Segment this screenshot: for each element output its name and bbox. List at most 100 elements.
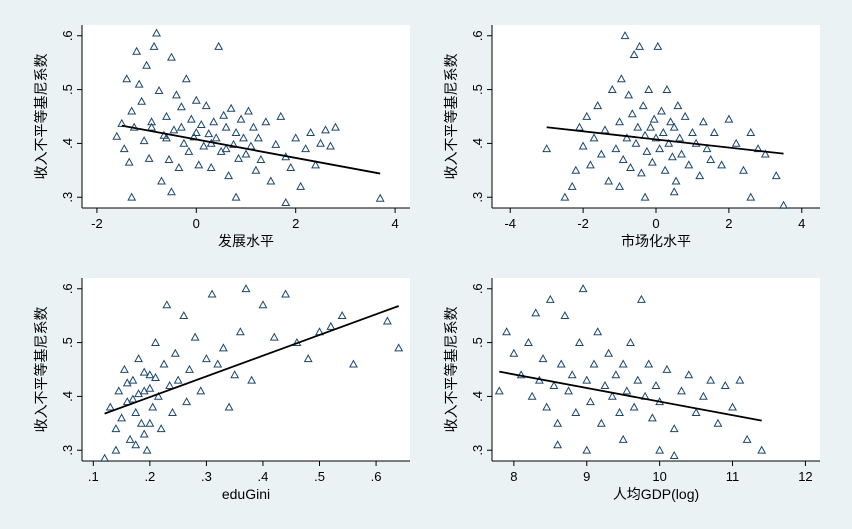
scatter-point [139,429,149,438]
scatter-point [653,41,663,50]
scatter-point [151,372,160,381]
scatter-point [578,141,588,150]
scatter-point [596,418,606,427]
scatter-point [201,101,211,110]
scatter-point [757,445,767,454]
x-tick-label: -2 [577,216,589,231]
scatter-point [234,153,243,162]
y-tick-label: .3 [470,445,485,456]
scatter-point [673,101,683,110]
plot-area [492,25,820,208]
scatter-point [616,74,626,83]
scatter-point [214,41,224,50]
scatter-point [698,391,708,400]
scatter-point [771,171,781,180]
scatter-point [145,383,155,392]
scatter-point [124,157,134,166]
scatter-point [235,327,245,336]
scatter-point [556,359,566,368]
y-axis-title: 收入不平等基尼系数 [443,54,459,180]
scatter-point [604,176,614,185]
scatter-point [122,74,132,83]
scatter-point [231,192,241,201]
scatter-point [147,117,157,126]
y-tick-label: .5 [60,337,75,348]
scatter-point [571,165,581,174]
scatter-point [618,154,628,163]
scatter-point [128,375,138,384]
scatter-point [624,90,634,99]
scatter-point [640,192,650,201]
scatter-point [647,413,657,422]
scatter-point [382,316,392,325]
scatter-point [660,165,670,174]
y-tick-label: .3 [60,445,75,456]
scatter-point [196,386,206,395]
scatter-point [142,445,152,454]
scatter-point [286,163,296,172]
scatter-point [582,375,592,384]
scatter-point [281,197,291,206]
y-tick-label: .4 [470,391,485,402]
scatter-point [269,332,279,341]
scatter-point [134,389,144,398]
chart-panel-gdp: .3 .4 .5 .6 8 9 10 11 12 人均GDP(log) 收入不平等基尼系数 [443,278,820,502]
scatter-point [119,364,129,373]
scatter-point [553,418,563,427]
x-tick-label: 2 [292,216,299,231]
scatter-point [112,131,122,140]
scatter-point [226,103,236,112]
scatter-point [742,434,752,443]
scatter-point [615,407,625,416]
scatter-point [241,149,251,158]
scatter-point [394,343,404,352]
scatter-point [316,138,325,147]
scatter-point [593,101,603,110]
scatter-point [151,337,160,346]
scatter-point [642,146,652,155]
scatter-point [709,128,719,137]
scatter-point [582,111,592,120]
scatter-point [523,337,533,346]
scatter-point [221,122,231,131]
scatter-point [127,192,137,201]
x-axis-title: 发展水平 [218,233,274,249]
scatter-point [560,192,570,201]
scatter-point [578,284,588,293]
scatter-point [134,79,144,88]
scatter-point [348,359,358,368]
scatter-point [604,348,614,357]
scatter-point [229,139,239,148]
scatter-point [125,434,135,443]
scatter-point [582,445,592,454]
scatter-point [326,321,336,330]
fit-line [499,370,762,422]
scatter-point [136,418,146,427]
scatter-point [615,181,625,190]
scatter-point [607,391,617,400]
scatter-point [209,117,219,126]
scatter-point [162,111,171,120]
scatter-point [162,133,171,142]
scatter-point [139,367,149,376]
scatter-point [542,402,552,411]
scatter-point [677,386,686,395]
y-axis-title: 收入不平等基尼系数 [33,54,49,180]
scatter-point [249,122,258,131]
scatter-point [132,46,142,55]
scatter-point [635,41,645,50]
scatter-point [571,407,581,416]
scatter-point [746,128,756,137]
scatter-point [713,418,723,427]
scatter-point [553,440,563,449]
scatter-point [207,289,217,298]
scatter-point [549,381,559,390]
scatter-point [224,402,234,411]
scatter-point [147,122,157,131]
x-tick-label: 9 [583,469,590,484]
scatter-point [575,337,584,346]
scatter-point [607,84,617,93]
y-tick-label: .5 [470,337,485,348]
scatter-point [657,106,666,115]
